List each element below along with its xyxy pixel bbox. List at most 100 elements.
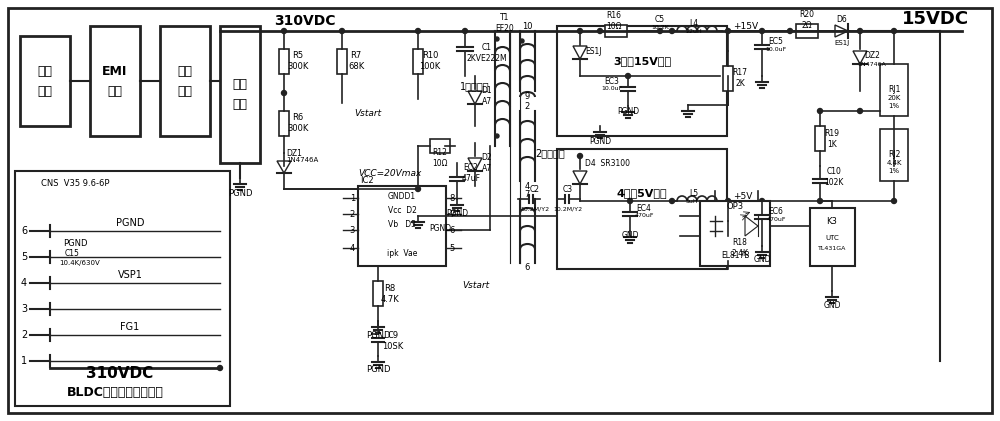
Bar — [220, 26, 260, 163]
Text: 1初级绕组: 1初级绕组 — [460, 81, 490, 91]
Text: R8
4.7K: R8 4.7K — [381, 284, 399, 304]
Text: 5: 5 — [21, 252, 27, 262]
Text: 10.2K: 10.2K — [651, 24, 669, 29]
Circle shape — [658, 29, 662, 34]
Text: 10.2M/Y2: 10.2M/Y2 — [553, 206, 583, 211]
Text: C5: C5 — [655, 14, 665, 24]
Bar — [337, 49, 347, 74]
Text: R20
2Ω: R20 2Ω — [800, 10, 814, 30]
Text: IC2: IC2 — [360, 176, 374, 184]
Circle shape — [670, 29, 674, 34]
Text: R6
300K: R6 300K — [287, 113, 309, 133]
Text: RJ2: RJ2 — [888, 149, 900, 158]
Text: PGND: PGND — [446, 208, 468, 218]
Bar — [279, 49, 289, 74]
Bar — [15, 171, 230, 406]
Circle shape — [892, 198, 896, 203]
Text: 7: 7 — [524, 189, 530, 198]
Bar — [279, 111, 289, 136]
Text: C9
10SK: C9 10SK — [382, 331, 404, 351]
Text: EMI: EMI — [102, 64, 128, 77]
Text: PGND: PGND — [366, 365, 390, 375]
Circle shape — [578, 29, 582, 34]
Bar — [880, 129, 908, 181]
Bar — [373, 281, 383, 306]
Text: GNDD1: GNDD1 — [388, 192, 416, 200]
Bar — [20, 36, 70, 126]
Text: C2: C2 — [530, 184, 540, 194]
Text: EC4: EC4 — [637, 203, 651, 213]
Circle shape — [282, 29, 287, 34]
Text: 1: 1 — [21, 356, 27, 366]
Text: 输入: 输入 — [38, 85, 53, 98]
Text: 310VDC: 310VDC — [86, 365, 154, 381]
Circle shape — [520, 39, 524, 43]
Text: 滤波: 滤波 — [108, 85, 123, 98]
Text: BLDC直流无刷电机接口: BLDC直流无刷电机接口 — [67, 386, 163, 400]
Text: 1%: 1% — [888, 103, 900, 109]
Text: FG1: FG1 — [120, 322, 140, 332]
Text: R10
100K: R10 100K — [419, 51, 441, 71]
Text: 10.2M/Y2: 10.2M/Y2 — [520, 206, 550, 211]
Circle shape — [760, 198, 765, 203]
Text: 22uH: 22uH — [686, 29, 702, 34]
Text: PGND: PGND — [116, 218, 144, 228]
Circle shape — [416, 29, 421, 34]
Text: 10.0uF: 10.0uF — [601, 85, 623, 91]
Text: Vcc  D2: Vcc D2 — [388, 205, 416, 215]
Text: L5: L5 — [689, 189, 699, 197]
Bar — [815, 126, 825, 151]
Text: DZ1: DZ1 — [286, 149, 302, 157]
Text: RJ1: RJ1 — [888, 85, 900, 93]
Text: 9: 9 — [524, 91, 530, 101]
Text: C3: C3 — [563, 184, 573, 194]
Bar — [810, 208, 855, 266]
Text: 10.4K/630V: 10.4K/630V — [60, 260, 100, 266]
Text: 15VDC: 15VDC — [901, 10, 969, 28]
Text: ES1J: ES1J — [586, 46, 602, 56]
Circle shape — [726, 29, 730, 34]
Polygon shape — [573, 46, 587, 59]
Bar — [605, 25, 627, 37]
Bar — [430, 139, 450, 153]
Bar — [557, 149, 727, 269]
Text: 4: 4 — [350, 243, 355, 253]
Text: 470uF: 470uF — [634, 213, 654, 218]
Text: L4: L4 — [689, 19, 699, 27]
Text: GND: GND — [753, 255, 771, 264]
Text: T1
EF20: T1 EF20 — [496, 13, 514, 33]
Text: Vb   D3: Vb D3 — [388, 219, 416, 229]
Bar — [723, 236, 733, 261]
Text: 3: 3 — [350, 226, 355, 234]
Circle shape — [495, 134, 499, 138]
Text: 7: 7 — [449, 210, 454, 218]
Text: 滤波: 滤波 — [233, 98, 248, 111]
Circle shape — [788, 29, 792, 34]
Text: 2: 2 — [21, 330, 27, 340]
Text: 交流: 交流 — [38, 64, 53, 77]
Text: 5uH: 5uH — [686, 198, 698, 203]
Text: ipk  Vae: ipk Vae — [387, 250, 417, 258]
Text: EC6: EC6 — [769, 206, 783, 216]
Bar — [90, 26, 140, 136]
Text: 2: 2 — [524, 101, 530, 110]
Text: 20K: 20K — [887, 95, 901, 101]
Text: Vstart: Vstart — [354, 109, 382, 117]
Text: UTC: UTC — [825, 235, 839, 241]
Text: VCC=20Vmax: VCC=20Vmax — [358, 168, 422, 178]
Text: VSP1: VSP1 — [118, 270, 142, 280]
Text: Vstart: Vstart — [462, 282, 490, 290]
Bar — [880, 64, 908, 116]
Text: D4  SR3100: D4 SR3100 — [585, 158, 630, 168]
Bar — [413, 49, 423, 74]
Circle shape — [892, 29, 896, 34]
Text: 6: 6 — [21, 226, 27, 236]
Text: +5V: +5V — [733, 192, 752, 200]
Text: 10: 10 — [522, 21, 532, 30]
Text: R16
10Ω: R16 10Ω — [606, 11, 622, 31]
Text: EL817B: EL817B — [721, 251, 749, 261]
Text: 1%: 1% — [888, 168, 900, 174]
Bar — [358, 186, 446, 266]
Bar — [160, 26, 210, 136]
Polygon shape — [835, 25, 848, 37]
